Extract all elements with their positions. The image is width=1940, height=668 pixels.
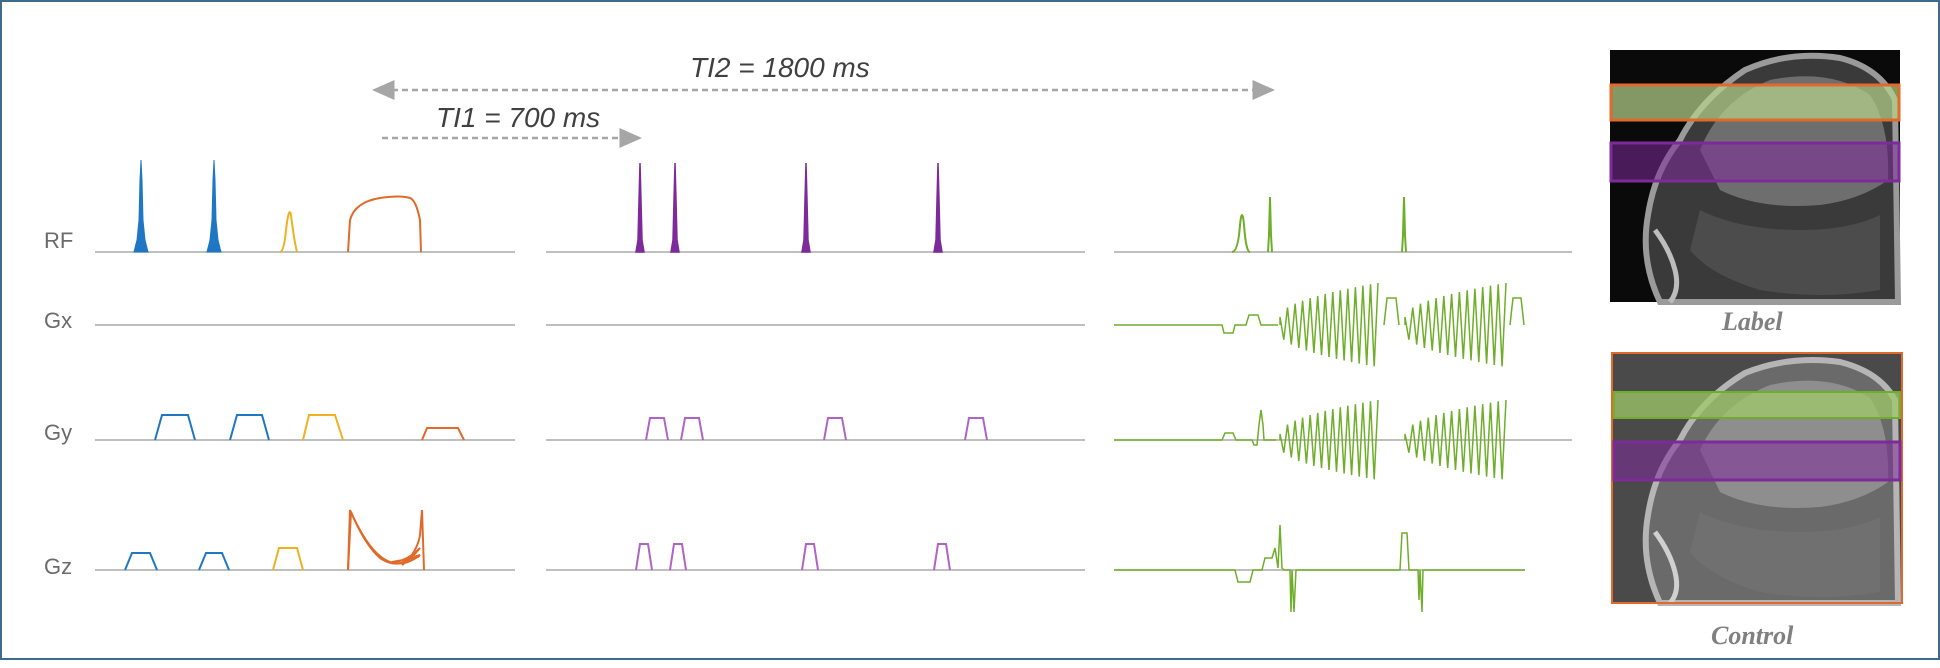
- gx-epi-train-2: [1404, 282, 1507, 367]
- gz-prep-gradient: [272, 547, 304, 571]
- control-caption: Control: [1711, 621, 1794, 650]
- epi-y1-wave: [1279, 399, 1379, 480]
- gy-background-suppression-gradients: [645, 417, 988, 441]
- row-label-gy: Gy: [44, 420, 72, 445]
- ti2-label: TI2 = 1800 ms: [690, 52, 870, 83]
- row-label-gx: Gx: [44, 308, 72, 333]
- row-label-gz: Gz: [44, 554, 72, 579]
- gy-readout-gradients: [1114, 399, 1507, 480]
- gy-saturation-gradients: [154, 414, 270, 441]
- gy-labeling-gradient: [421, 427, 465, 441]
- epi-y2-wave: [1404, 399, 1507, 480]
- rf-background-suppression-pulses: [635, 162, 943, 253]
- rf-prep-pulse: [279, 211, 298, 253]
- control-image: [1611, 352, 1903, 606]
- epi-x1-wave: [1279, 282, 1379, 367]
- label-image: [1609, 50, 1902, 305]
- baselines: [95, 251, 1572, 571]
- rf-labeling-pulse: [347, 195, 422, 253]
- rf-saturation-pulses: [133, 159, 222, 253]
- gz-readout-gradients: [1114, 524, 1525, 613]
- gy-epi-train-1: [1279, 399, 1379, 480]
- gz-saturation-gradients: [124, 552, 230, 571]
- gz-background-suppression-gradients: [635, 543, 951, 571]
- gy-prep-gradient: [302, 414, 344, 441]
- epi-x2-wave: [1404, 282, 1507, 367]
- label-caption: Label: [1721, 307, 1783, 336]
- row-label-rf: RF: [44, 228, 73, 253]
- rf-readout-pulses: [1231, 196, 1407, 253]
- gy-epi-train-2: [1404, 399, 1507, 480]
- gx-epi-train-1: [1279, 282, 1379, 367]
- gx-readout-gradients: [1114, 282, 1525, 367]
- ti1-label: TI1 = 700 ms: [436, 102, 600, 133]
- gz-labeling-gradient: [347, 509, 425, 571]
